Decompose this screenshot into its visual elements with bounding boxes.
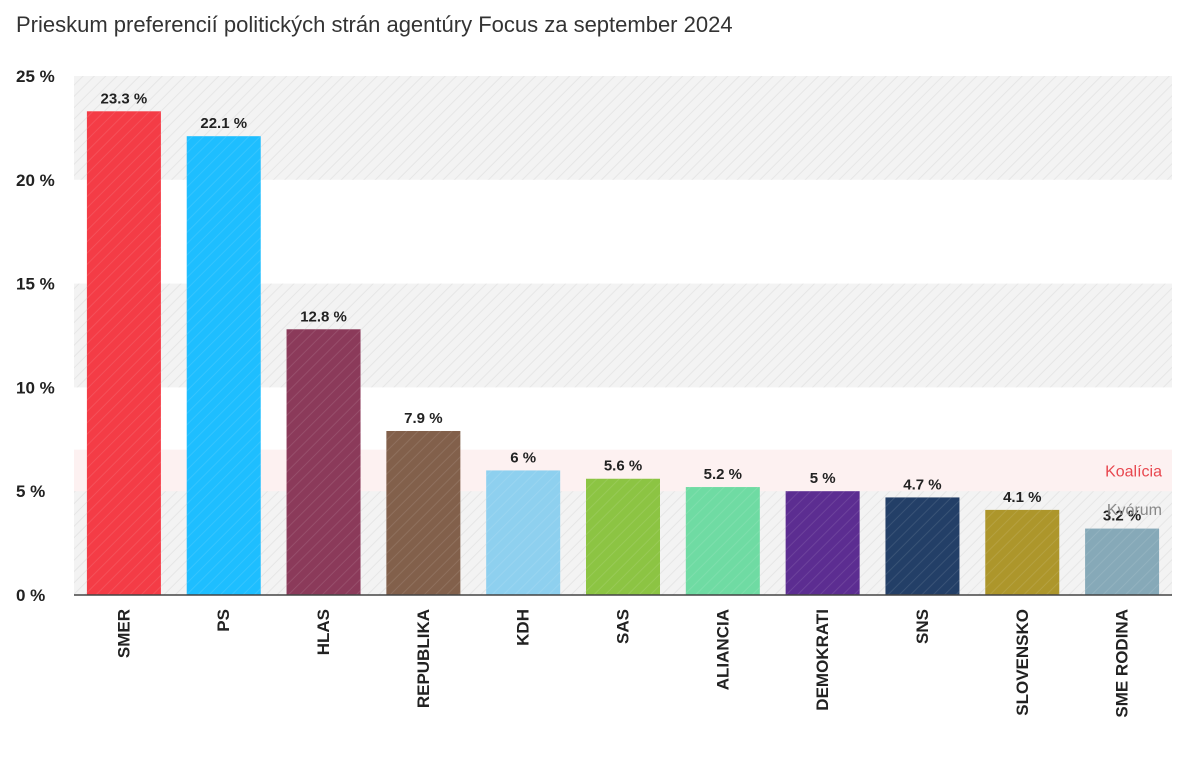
category-label: SME RODINA <box>1113 609 1132 718</box>
bar-texture <box>586 478 660 595</box>
value-label: 6 % <box>510 449 536 466</box>
y-tick-label: 0 % <box>16 586 45 605</box>
chart-title: Prieskum preferencií politických strán a… <box>16 12 733 37</box>
bars: 23.3 % 22.1 % 12.8 % 7.9 % 6 % 5.6 % 5.2 % 5 % 4… <box>86 90 1160 596</box>
y-tick-label: 20 % <box>16 171 55 190</box>
y-tick-label: 5 % <box>16 482 45 501</box>
category-label: SAS <box>614 609 633 644</box>
y-tick-label: 10 % <box>16 378 55 397</box>
bar-texture <box>386 430 461 595</box>
category-label: SLOVENSKO <box>1013 609 1032 716</box>
bar-texture <box>1085 528 1160 595</box>
bar-texture <box>186 136 261 596</box>
category-label: DEMOKRATI <box>813 609 832 711</box>
bar-texture <box>86 111 161 596</box>
axes: SMER PS HLAS REPUBLIKA KDH SAS ALIANCIA DEMOKRA… <box>16 67 1172 718</box>
value-label: 4.7 % <box>903 476 941 493</box>
category-label: KDH <box>514 609 533 646</box>
value-label: 5.2 % <box>704 466 742 483</box>
bar-texture <box>785 491 860 595</box>
category-label: SNS <box>913 609 932 644</box>
bar-texture <box>685 487 760 595</box>
value-label: 7.9 % <box>404 410 442 427</box>
bar-texture <box>486 470 561 595</box>
value-label: 5 % <box>810 470 836 487</box>
category-label: SMER <box>114 609 133 658</box>
category-label: PS <box>214 609 233 632</box>
y-tick-label: 25 % <box>16 67 55 86</box>
category-label: REPUBLIKA <box>414 609 433 708</box>
value-label: 22.1 % <box>200 115 247 132</box>
band-label-kvorum: Kvórum <box>1107 502 1162 519</box>
bar-texture <box>885 497 960 595</box>
y-tick-label: 15 % <box>16 275 55 294</box>
value-label: 12.8 % <box>300 308 347 325</box>
value-label: 3.2 % <box>1103 508 1141 525</box>
band-label-koalicia: Koalícia <box>1105 463 1162 480</box>
bar-texture <box>286 329 361 595</box>
value-label: 5.6 % <box>604 458 642 475</box>
bar-texture <box>985 509 1060 595</box>
category-label: HLAS <box>314 609 333 655</box>
value-label: 23.3 % <box>101 90 148 107</box>
value-label: 4.1 % <box>1003 489 1041 506</box>
category-label: ALIANCIA <box>713 609 732 690</box>
